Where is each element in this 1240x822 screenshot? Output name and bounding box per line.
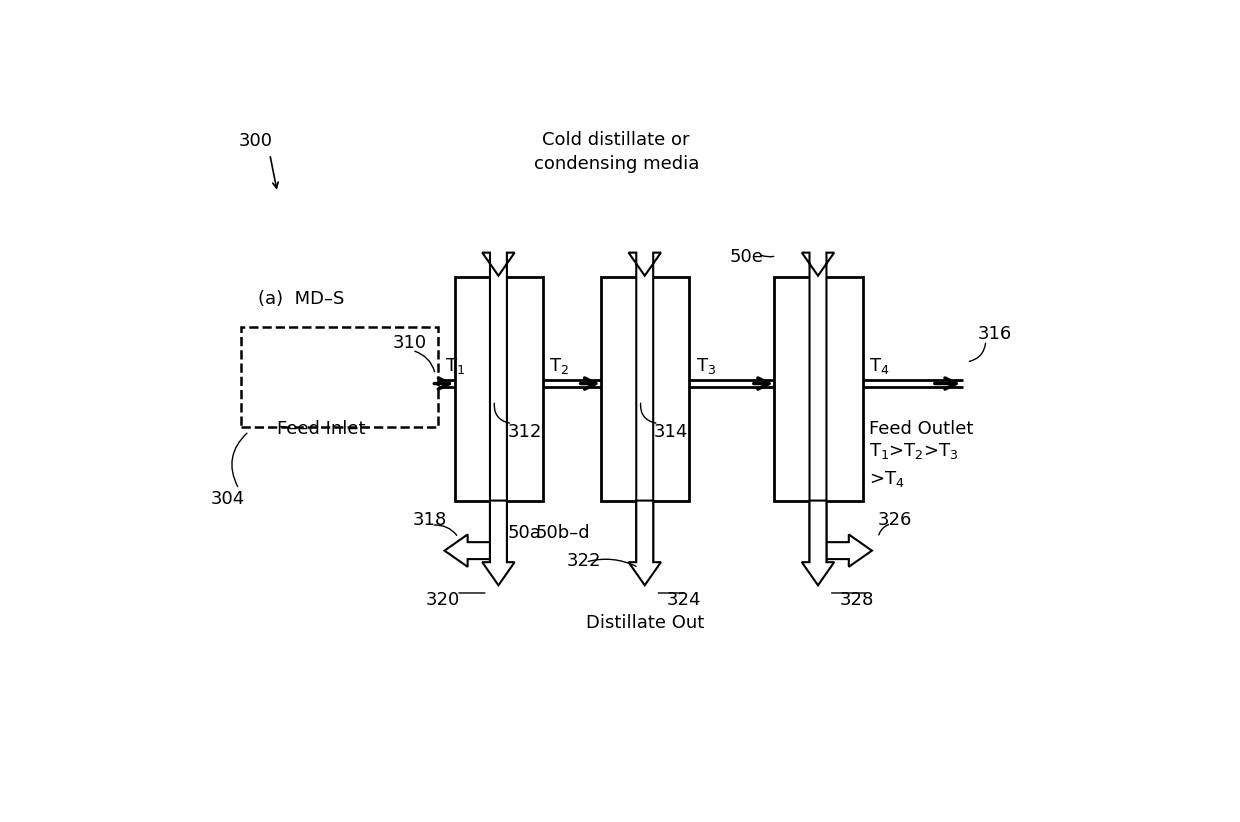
Text: 326: 326 bbox=[878, 511, 913, 529]
Text: 50e: 50e bbox=[729, 248, 764, 266]
Text: 324: 324 bbox=[666, 590, 701, 608]
Polygon shape bbox=[482, 252, 515, 563]
Text: Feed Inlet: Feed Inlet bbox=[278, 419, 366, 437]
Text: 322: 322 bbox=[567, 552, 600, 570]
Text: Distillate Out: Distillate Out bbox=[585, 614, 704, 631]
Text: T$_2$: T$_2$ bbox=[549, 356, 569, 376]
Text: 314: 314 bbox=[653, 423, 688, 441]
Text: 312: 312 bbox=[507, 423, 542, 441]
Text: Feed Outlet: Feed Outlet bbox=[869, 419, 973, 437]
Text: 310: 310 bbox=[393, 334, 427, 352]
Text: 50b–d: 50b–d bbox=[536, 524, 590, 542]
Text: 320: 320 bbox=[425, 590, 460, 608]
Text: (a)  MD–S: (a) MD–S bbox=[258, 290, 345, 308]
Polygon shape bbox=[815, 534, 872, 567]
Polygon shape bbox=[629, 252, 661, 563]
Text: 300: 300 bbox=[239, 132, 273, 150]
Bar bbox=[601, 277, 689, 501]
Text: 318: 318 bbox=[412, 511, 446, 529]
Polygon shape bbox=[802, 501, 835, 585]
Text: Cold distillate or
condensing media: Cold distillate or condensing media bbox=[533, 131, 699, 173]
Text: 304: 304 bbox=[211, 491, 244, 509]
Bar bbox=[242, 327, 438, 427]
Bar bbox=[455, 277, 543, 501]
Text: T$_4$: T$_4$ bbox=[869, 356, 889, 376]
Polygon shape bbox=[802, 252, 835, 563]
Text: T$_1$>T$_2$>T$_3$
>T$_4$: T$_1$>T$_2$>T$_3$ >T$_4$ bbox=[869, 441, 959, 488]
Polygon shape bbox=[444, 534, 502, 567]
Bar bbox=[774, 277, 863, 501]
Text: 328: 328 bbox=[839, 590, 874, 608]
Text: 316: 316 bbox=[978, 325, 1012, 343]
Polygon shape bbox=[482, 501, 515, 585]
Text: 50a: 50a bbox=[507, 524, 542, 542]
Text: T$_1$: T$_1$ bbox=[445, 356, 465, 376]
Polygon shape bbox=[629, 501, 661, 585]
Text: T$_3$: T$_3$ bbox=[696, 356, 715, 376]
